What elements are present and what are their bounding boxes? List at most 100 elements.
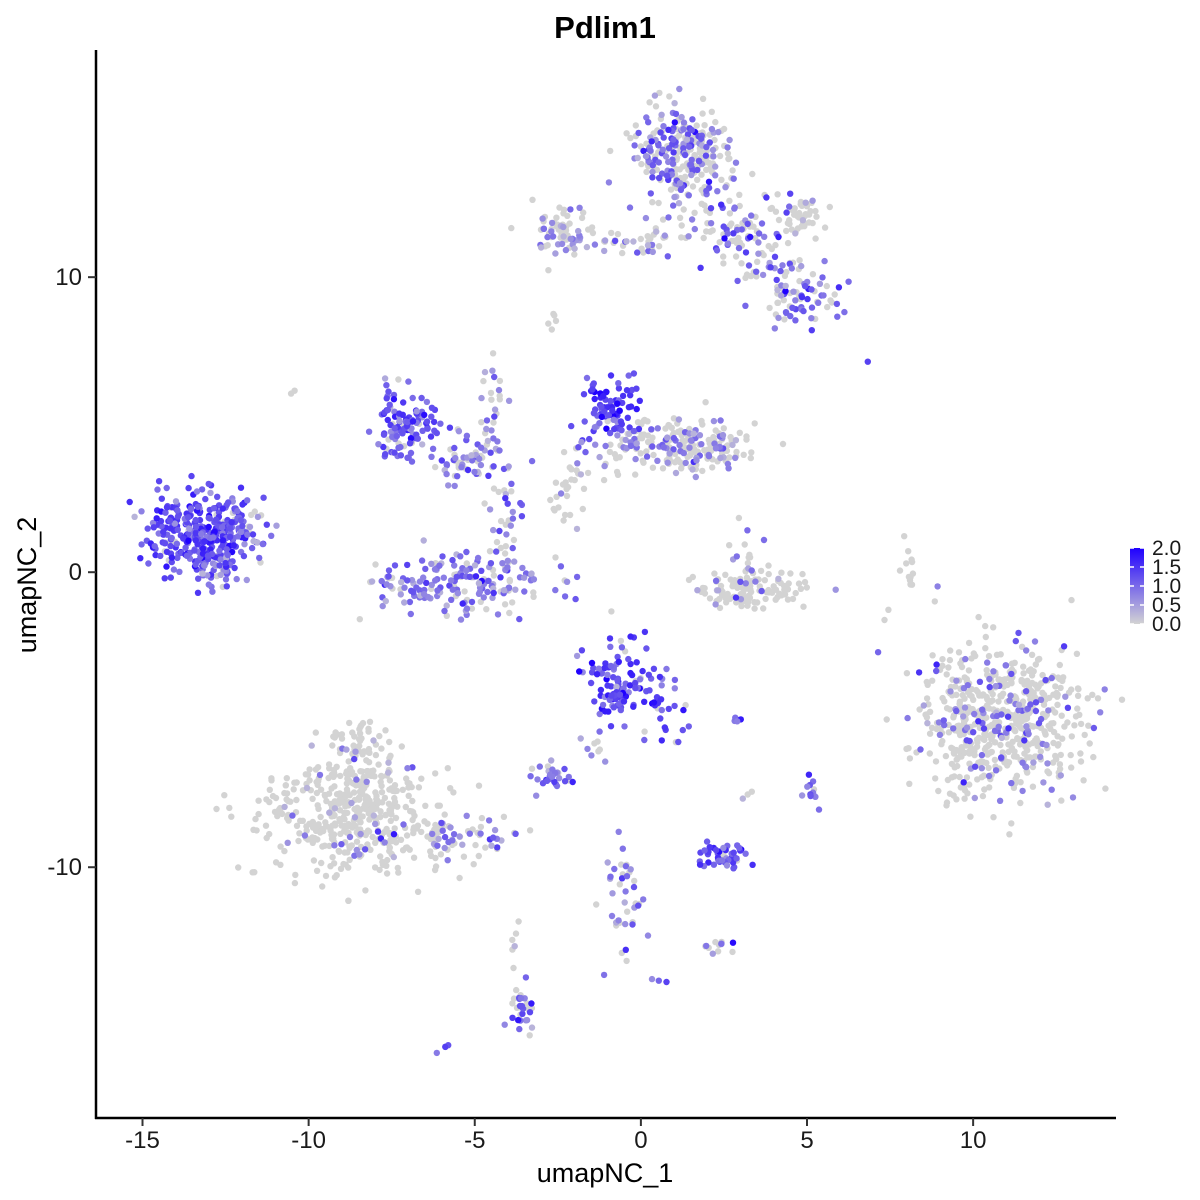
cell-point (1034, 656, 1042, 663)
cell-point (698, 417, 705, 425)
cell-point (446, 424, 454, 431)
cell-point (316, 771, 324, 779)
chart-title: Pdlim1 (554, 10, 656, 45)
cell-point (471, 468, 478, 476)
cell-point (241, 541, 248, 548)
cell-point (766, 304, 773, 312)
cell-point (550, 505, 557, 513)
cell-point (618, 644, 626, 651)
cell-point (513, 986, 520, 994)
cell-point (649, 168, 656, 176)
cell-point (454, 590, 462, 597)
cell-point (665, 214, 672, 221)
cell-point (666, 93, 673, 100)
cell-point (784, 239, 792, 247)
cell-point (732, 594, 740, 601)
cell-point (468, 598, 476, 606)
cell-point (775, 314, 782, 322)
cell-point (192, 537, 199, 544)
cell-point (368, 772, 375, 779)
cell-point (736, 429, 743, 436)
cell-point (439, 553, 446, 560)
x-tick-label: 10 (960, 1127, 987, 1154)
cell-point (1018, 643, 1026, 650)
cell-point (939, 694, 946, 702)
cell-point (342, 861, 349, 868)
cell-point (1017, 799, 1024, 807)
cell-point (475, 852, 482, 860)
cell-point (1059, 677, 1066, 685)
cell-point (683, 136, 691, 143)
cell-point (638, 160, 645, 168)
cell-point (346, 833, 354, 841)
cell-point (174, 507, 181, 514)
cell-point (463, 560, 470, 567)
cell-point (471, 562, 479, 569)
cell-point (963, 737, 970, 744)
cell-point (392, 839, 400, 846)
cell-point (634, 249, 641, 256)
cell-point (345, 758, 352, 765)
cell-point (627, 633, 634, 640)
cell-point (961, 674, 968, 681)
cell-point (986, 683, 993, 691)
cell-point (656, 673, 664, 681)
cell-point (519, 564, 526, 572)
cell-point (237, 484, 245, 491)
cell-point (726, 197, 733, 204)
cell-point (783, 268, 790, 276)
cell-point (1021, 737, 1028, 744)
cell-point (1032, 681, 1039, 688)
cell-point (396, 417, 403, 425)
cell-point (622, 920, 629, 928)
cell-point (614, 653, 621, 661)
cell-point (964, 682, 971, 689)
cell-point (717, 454, 724, 462)
cell-point (428, 560, 435, 567)
cell-point (1052, 683, 1059, 690)
cell-point (509, 508, 516, 516)
cell-point (746, 551, 753, 558)
cell-point (508, 224, 515, 232)
cell-point (702, 152, 710, 159)
cell-point (693, 122, 700, 129)
cell-point (483, 425, 490, 433)
cell-point (516, 615, 523, 623)
cell-point (437, 851, 445, 858)
cell-point (291, 879, 299, 887)
cell-point (1058, 797, 1065, 804)
cell-point (548, 228, 555, 235)
cell-point (771, 325, 778, 332)
cell-point (255, 797, 262, 804)
cell-point (1023, 723, 1030, 730)
cell-point (313, 867, 321, 874)
cell-point (478, 394, 485, 402)
cell-point (724, 144, 731, 151)
cell-point (395, 376, 402, 383)
cell-point (1048, 786, 1055, 793)
cell-point (1049, 759, 1057, 766)
cell-point (385, 573, 392, 580)
cell-point (213, 805, 220, 813)
cell-point (973, 686, 980, 694)
cell-point (398, 579, 405, 586)
cell-point (357, 830, 364, 838)
cell-point (611, 425, 618, 433)
cell-point (671, 676, 679, 684)
cell-point (636, 397, 643, 404)
cell-point (1031, 638, 1039, 645)
cell-point (361, 801, 368, 809)
cell-point (730, 175, 737, 182)
cell-point (319, 843, 326, 850)
cell-point (369, 801, 376, 809)
cell-point (167, 574, 174, 581)
cell-point (703, 228, 710, 235)
cell-point (742, 249, 750, 256)
cell-point (559, 481, 567, 488)
cell-point (646, 687, 653, 694)
colorbar-tick-label: 2.0 (1152, 537, 1181, 560)
cell-point (688, 171, 695, 179)
cell-point (686, 143, 693, 150)
cell-point (516, 1025, 523, 1033)
cell-point (824, 303, 831, 311)
